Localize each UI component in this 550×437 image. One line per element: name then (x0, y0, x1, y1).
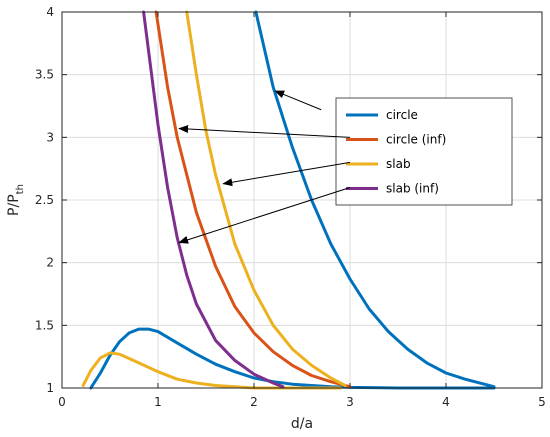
x-tick-label: 0 (58, 395, 66, 409)
x-tick-label: 5 (538, 395, 546, 409)
y-axis-label-sub: th (15, 184, 26, 194)
y-tick-label: 2 (46, 256, 54, 270)
series-circle-line-2 (254, 10, 496, 389)
ticks (61, 11, 543, 389)
x-axis-label: d/a (291, 416, 313, 432)
annotation-arrow (274, 90, 322, 111)
legend-label: circle (inf) (386, 133, 446, 147)
legend-items: circle circle (inf) slab slab (inf) (346, 108, 446, 196)
legend: circle circle (inf) slab slab (inf) (335, 97, 513, 206)
legend-label: circle (386, 108, 418, 122)
y-tick-label: 4 (46, 5, 54, 19)
y-axis-label-main: P/P (6, 194, 22, 216)
x-tick-label: 2 (250, 395, 258, 409)
y-tick-label: 1.5 (35, 318, 54, 332)
y-tick-label: 3.5 (35, 68, 54, 82)
x-tick-label: 1 (154, 395, 162, 409)
series-layer (81, 10, 496, 390)
legend-label: slab (386, 157, 411, 171)
x-tick-label: 3 (346, 395, 354, 409)
legend-label: slab (inf) (386, 182, 439, 196)
series-circle-line-1 (89, 327, 496, 390)
annotation-arrow (222, 161, 351, 187)
series-slab-inf-line-1 (142, 10, 285, 389)
y-tick-label: 1 (46, 381, 54, 395)
y-tick-label: 3 (46, 130, 54, 144)
annotations (178, 90, 351, 244)
y-tick-label: 2.5 (35, 193, 54, 207)
tick-labels: 0 1 2 3 4 511.522.533.54 (35, 5, 546, 409)
annotation-arrow (178, 186, 351, 244)
annotation-arrow (178, 125, 351, 138)
series-slab-line-2 (185, 10, 347, 387)
x-tick-label: 4 (442, 395, 450, 409)
series-circle-inf-line-1 (154, 10, 352, 389)
y-axis-label: P/Pth (6, 184, 26, 216)
